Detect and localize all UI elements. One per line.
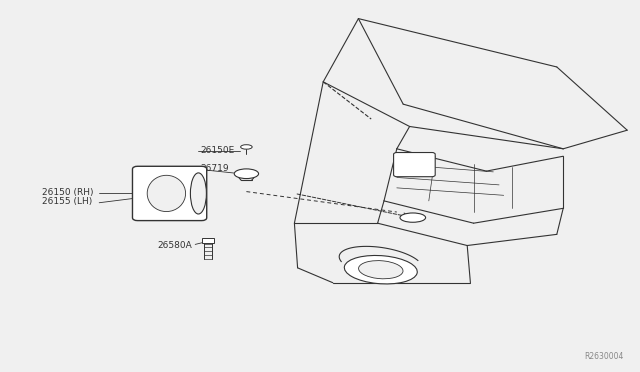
Ellipse shape [344,256,417,284]
Ellipse shape [191,173,206,214]
Text: 26719: 26719 [200,164,229,173]
Ellipse shape [400,213,426,222]
Ellipse shape [358,261,403,279]
Text: 26155 (LH): 26155 (LH) [42,197,92,206]
FancyBboxPatch shape [394,153,435,177]
Ellipse shape [241,145,252,149]
Text: 26580A: 26580A [157,241,192,250]
Text: R2630004: R2630004 [584,352,624,361]
FancyBboxPatch shape [132,166,207,221]
Text: 26150E: 26150E [200,146,235,155]
Ellipse shape [234,169,259,179]
FancyBboxPatch shape [202,238,214,243]
Ellipse shape [147,175,186,212]
Text: 26150 (RH): 26150 (RH) [42,188,93,197]
